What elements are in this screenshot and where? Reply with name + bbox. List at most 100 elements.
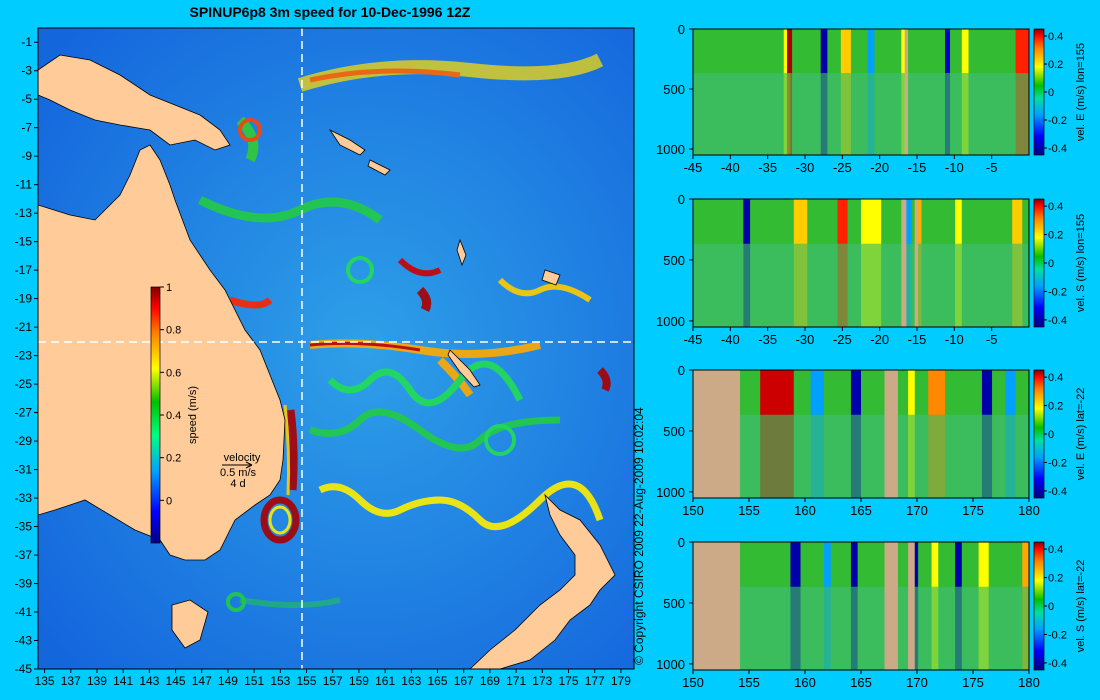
- section-y-tick-label: 500: [663, 596, 685, 611]
- map-x-tick-label: 141: [113, 674, 133, 688]
- section-x-tick-label: -10: [945, 160, 964, 175]
- section-y-tick-label: 500: [663, 253, 685, 268]
- map-y-tick-label: -21: [15, 320, 33, 334]
- section-colorbar: [1033, 369, 1045, 499]
- section-panel-feature-deep: [978, 586, 989, 670]
- section-colorbar: [1033, 28, 1045, 156]
- land-solomon-islands: [328, 128, 366, 156]
- section-panel-seafloor: [884, 542, 898, 670]
- section-x-tick-label: -5: [986, 332, 998, 347]
- speed-colorbar-tick-label: 0.8: [166, 325, 181, 337]
- section-panel-feature-deep: [790, 586, 801, 670]
- section-colorbar-tick-label: 0: [1048, 258, 1054, 270]
- map-x-tick-label: 135: [35, 674, 55, 688]
- section-panel-feature: [787, 29, 793, 74]
- section-panel-seafloor: [904, 29, 909, 155]
- section-colorbar-tick-label: 0.2: [1048, 230, 1063, 242]
- section-panel-feature: [793, 199, 808, 244]
- map-y-tick-label: -39: [15, 577, 33, 591]
- map-y-tick-label: -37: [15, 548, 33, 562]
- speed-colorbar-tick-label: 0: [166, 495, 172, 507]
- section-panel-feature-deep: [1012, 243, 1023, 327]
- section-panel-feature: [861, 199, 882, 244]
- map-y-axis: -1 -3 -5 -7 -9 -11 -13 -15 -17 -19 -21 -23 -25 -27 -29…: [15, 35, 38, 676]
- section-panel-feature: [824, 542, 831, 587]
- section-x-tick-label: 165: [850, 503, 872, 518]
- section-y-tick-label: 0: [678, 535, 685, 550]
- section-x-tick-label: 150: [682, 675, 704, 690]
- section-panel-feature-deep: [787, 73, 793, 155]
- section-colorbar-tick-label: 0.4: [1048, 201, 1063, 213]
- map-y-tick-label: -25: [15, 377, 33, 391]
- section-panel-feature: [1005, 370, 1016, 415]
- map-x-tick-label: 157: [323, 674, 343, 688]
- section-panel-feature: [928, 370, 945, 415]
- section-panel-feature: [867, 29, 875, 74]
- section-colorbar-tick-label: -0.4: [1048, 658, 1067, 670]
- land-new-caledonia: [447, 349, 481, 388]
- land-fiji: [541, 269, 561, 286]
- map-y-tick-label: -27: [15, 406, 33, 420]
- velocity-key: velocity 0.5 m/s 4 d: [220, 452, 261, 490]
- map-y-tick-label: -15: [15, 235, 33, 249]
- map-x-tick-label: 173: [532, 674, 552, 688]
- velocity-key-speed: 0.5 m/s: [220, 467, 257, 479]
- map-x-tick-label: 137: [61, 674, 81, 688]
- section-colorbar-tick-label: 0.4: [1048, 544, 1063, 556]
- speed-colorbar-tick-label: 0.2: [166, 453, 181, 465]
- section-x-tick-label: 165: [850, 675, 872, 690]
- section-x-tick-label: -30: [796, 160, 815, 175]
- section-panel-feature-deep: [824, 586, 831, 670]
- figure-title: SPINUP6p8 3m speed for 10-Dec-1996 12Z: [190, 4, 471, 20]
- section-panel-label: vel. E (m/s) lat=-22: [1075, 388, 1087, 481]
- section-panel-feature-deep: [1005, 414, 1016, 498]
- section-panel-feature-deep: [931, 586, 939, 670]
- section-panel-seafloor: [884, 370, 898, 498]
- section-panel-feature: [961, 29, 969, 74]
- section-panel-feature: [955, 542, 962, 587]
- section-panel-feature-deep: [793, 243, 808, 327]
- section-y-tick-label: 0: [678, 22, 685, 37]
- speed-colorbar-label: speed (m/s): [187, 386, 199, 444]
- section-panel-feature: [837, 199, 848, 244]
- map-y-tick-label: -35: [15, 520, 33, 534]
- section-panel-feature: [945, 29, 951, 74]
- map-x-tick-label: 179: [611, 674, 631, 688]
- section-colorbar-tick-label: 0: [1048, 429, 1054, 441]
- map-y-tick-label: -9: [21, 149, 32, 163]
- map-land: [38, 54, 616, 669]
- section-panel-feature: [850, 542, 858, 587]
- section-panel-2: -45 -40 -35 -30 -25 -20 -15 -10 -5 0 500 1000 0.4 0.2…: [656, 192, 1087, 347]
- section-colorbar-tick-label: 0.4: [1048, 372, 1063, 384]
- section-panel-feature-deep: [837, 243, 848, 327]
- map-y-tick-label: -29: [15, 434, 33, 448]
- section-panel-feature-deep: [743, 243, 751, 327]
- section-x-tick-label: -10: [945, 332, 964, 347]
- map-y-tick-label: -1: [21, 35, 32, 49]
- map-x-tick-label: 165: [428, 674, 448, 688]
- section-panel-feature-deep: [850, 586, 858, 670]
- section-colorbar-tick-label: 0.2: [1048, 401, 1063, 413]
- section-y-tick-label: 500: [663, 82, 685, 97]
- section-x-tick-label: -15: [908, 160, 927, 175]
- map-y-tick-label: -41: [15, 605, 33, 619]
- section-panel-label: vel. E (m/s) lon=155: [1075, 43, 1087, 141]
- section-panel-feature: [1015, 29, 1029, 74]
- map-x-axis: 135 137 139 141 143 145 147 149 151 153 155 157 159 1…: [35, 669, 631, 688]
- map-y-tick-label: -45: [15, 662, 33, 676]
- section-x-tick-label: -30: [796, 332, 815, 347]
- section-panel-feature-deep: [760, 414, 794, 498]
- map-x-tick-label: 163: [401, 674, 421, 688]
- section-panel-seafloor: [914, 199, 919, 327]
- section-x-tick-label: 180: [1018, 503, 1040, 518]
- section-panel-feature: [1022, 542, 1029, 587]
- section-x-tick-label: -20: [870, 160, 889, 175]
- map-x-tick-label: 175: [558, 674, 578, 688]
- speed-colorbar-tick-label: 1: [166, 282, 172, 294]
- section-panel-feature: [820, 29, 828, 74]
- map-x-tick-label: 169: [480, 674, 500, 688]
- velocity-key-duration: 4 d: [230, 478, 245, 490]
- map-speed-features: [197, 53, 611, 612]
- map-x-tick-label: 159: [349, 674, 369, 688]
- section-panel-feature-deep: [945, 73, 951, 155]
